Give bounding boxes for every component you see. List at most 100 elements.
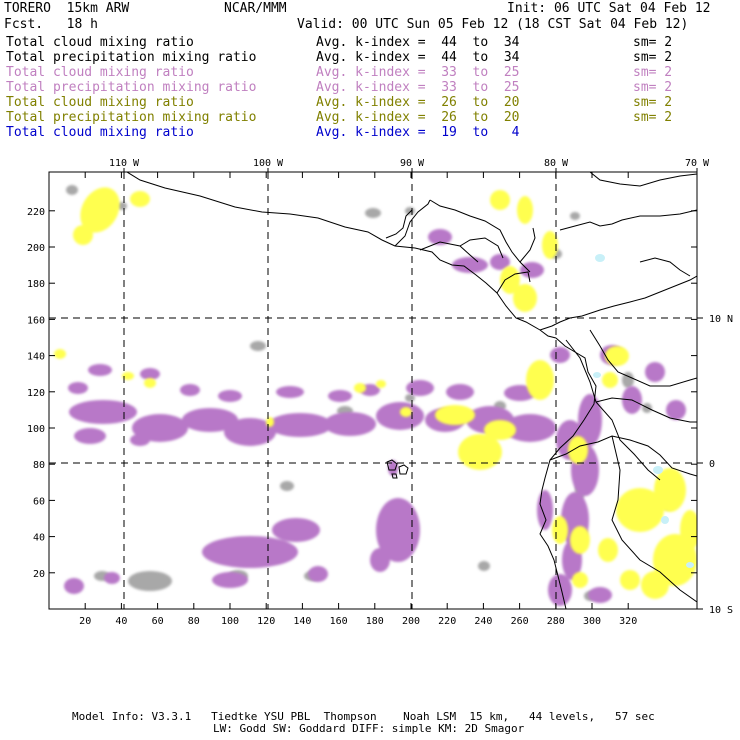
cloud-blob <box>66 185 78 195</box>
x-tick-label: 20 <box>79 616 91 627</box>
x-tick-label: 220 <box>438 616 456 627</box>
cloud-blob <box>308 566 328 582</box>
legend-kindex: Avg. k-index = 44 to 34 <box>316 35 520 50</box>
cloud-blob <box>132 414 188 442</box>
cloud-blob <box>428 229 452 245</box>
cloud-blob <box>570 526 590 554</box>
cloud-blob <box>69 400 137 424</box>
cloud-blob <box>605 346 629 366</box>
cloud-blob <box>122 372 134 380</box>
legend-sm: sm= 2 <box>633 35 673 50</box>
legend-sm: sm= 2 <box>633 95 673 110</box>
cloud-blob <box>376 380 386 388</box>
cloud-blob <box>622 372 634 388</box>
legend-row: Total precipitation mixing ratio Avg. k-i… <box>6 51 718 65</box>
cloud-blob <box>680 510 697 550</box>
legend-row: Total cloud mixing ratio Avg. k-index = 3… <box>6 66 718 80</box>
longitude-label: 110 W <box>109 158 140 169</box>
cloud-blob <box>458 434 502 470</box>
model-physics: LW: Godd SW: Goddard DIFF: simple KM: 2D… <box>213 722 525 735</box>
cloud-blob <box>452 257 488 273</box>
cloud-blob <box>54 349 66 359</box>
x-tick-label: 100 <box>221 616 239 627</box>
center-label: NCAR/MMM <box>224 1 287 16</box>
x-tick-label: 80 <box>188 616 200 627</box>
legend-kindex: Avg. k-index = 33 to 25 <box>316 65 520 80</box>
x-tick-label: 160 <box>330 616 348 627</box>
legend-sm: sm= 2 <box>633 50 673 65</box>
legend-name: Total precipitation mixing ratio <box>6 50 257 65</box>
y-tick-label: 200 <box>27 243 45 254</box>
y-tick-label: 20 <box>33 569 45 580</box>
x-tick-label: 40 <box>115 616 127 627</box>
cloud-blob <box>490 254 510 270</box>
cloud-blob <box>365 208 381 218</box>
longitude-label: 80 W <box>544 158 569 169</box>
y-tick-label: 180 <box>27 279 45 290</box>
cloud-blob <box>64 578 84 594</box>
grid-lines <box>49 172 697 609</box>
init-time: Init: 06 UTC Sat 04 Feb 12 <box>507 1 711 16</box>
cloud-blob <box>268 413 332 437</box>
cloud-blob <box>354 383 366 393</box>
valid-time: Valid: 00 UTC Sun 05 Feb 12 (18 CST Sat … <box>297 17 689 32</box>
model-title: TORERO 15km ARW <box>4 1 130 16</box>
cloud-blob <box>616 488 664 532</box>
y-tick-label: 40 <box>33 533 45 544</box>
x-tick-label: 300 <box>583 616 601 627</box>
x-tick-label: 120 <box>257 616 275 627</box>
cloud-blob <box>552 516 568 544</box>
cloud-blob <box>593 372 601 378</box>
legend-row: Total cloud mixing ratio Avg. k-index = 4… <box>6 36 718 50</box>
legend-sm: sm= 2 <box>633 65 673 80</box>
cyan-cloud-field <box>593 254 694 568</box>
cloud-blob <box>80 187 120 233</box>
cloud-blob <box>500 266 520 294</box>
cloud-blob <box>686 562 694 568</box>
legend-row: Total precipitation mixing ratio Avg. k-i… <box>6 81 718 95</box>
y-tick-label: 100 <box>27 424 45 435</box>
cloud-blob <box>517 196 533 224</box>
legend-row: Total precipitation mixing ratio Avg. k-i… <box>6 111 718 125</box>
y-tick-label: 60 <box>33 496 45 507</box>
cloud-blob <box>550 347 570 363</box>
cloud-blob <box>526 360 554 400</box>
x-tick-label: 60 <box>152 616 164 627</box>
x-tick-label: 280 <box>547 616 565 627</box>
legend-name: Total precipitation mixing ratio <box>6 110 257 125</box>
y-tick-label: 160 <box>27 315 45 326</box>
cloud-blob <box>376 498 420 562</box>
y-tick-label: 120 <box>27 388 45 399</box>
cloud-blob <box>128 571 172 591</box>
cloud-blob <box>130 191 150 207</box>
cloud-blob <box>68 382 88 394</box>
latitude-label: 0 <box>709 459 715 470</box>
cloud-blob <box>130 434 150 446</box>
cloud-blob <box>641 571 669 599</box>
axis-tick-labels: 20 40 60 80 100 120 140 160 180 200 220 20 40 60 80 100… <box>27 158 733 627</box>
x-tick-label: 140 <box>293 616 311 627</box>
cloud-blob <box>595 254 605 262</box>
legend-kindex: Avg. k-index = 26 to 20 <box>316 110 520 125</box>
cloud-blob <box>484 420 516 440</box>
legend-kindex: Avg. k-index = 33 to 25 <box>316 80 520 95</box>
cloud-blob <box>572 572 588 588</box>
cloud-blob <box>654 468 686 512</box>
legend-name: Total cloud mixing ratio <box>6 35 194 50</box>
cloud-blob <box>280 481 294 491</box>
cloud-blob <box>266 417 274 427</box>
legend-sm: sm= 2 <box>633 80 673 95</box>
purple-cloud-field <box>64 229 686 606</box>
cloud-blob <box>276 386 304 398</box>
legend-kindex: Avg. k-index = 26 to 20 <box>316 95 520 110</box>
cloud-blob <box>478 561 490 571</box>
cloud-blob <box>212 572 248 588</box>
cloud-blob <box>405 207 415 215</box>
legend-kindex: Avg. k-index = 44 to 34 <box>316 50 520 65</box>
legend-name: Total cloud mixing ratio <box>6 125 194 140</box>
legend-kindex: Avg. k-index = 19 to 4 <box>316 125 520 140</box>
cloud-blob <box>250 341 266 351</box>
cloud-blob <box>144 378 156 388</box>
cloud-blob <box>537 490 553 530</box>
